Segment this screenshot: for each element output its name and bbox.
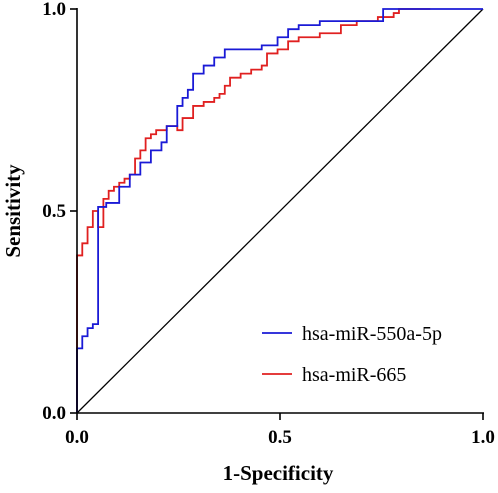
x-tick-label: 0.0 [65,427,89,448]
y-axis-title: Sensitivity [1,164,25,258]
x-tick-label: 1.0 [471,427,495,448]
legend-label: hsa-miR-550a-5p [302,323,442,345]
y-tick-label: 0.0 [42,403,66,424]
x-tick-label: 0.5 [268,427,292,448]
legend-label: hsa-miR-665 [302,364,406,386]
reference-diagonal-line [76,8,484,414]
x-axis-title: 1-Specificity [223,461,334,485]
plot-area [76,8,484,414]
series-line-hsa-mir-665 [76,8,431,413]
y-tick-label: 1.0 [42,0,66,20]
y-tick-label: 0.5 [42,201,66,222]
series-line-hsa-mir-550a-5p [76,8,483,413]
axes: 0.0 0.5 1.0 0.0 0.5 1.0 [42,0,495,448]
legend: hsa-miR-550a-5p hsa-miR-665 [262,323,442,386]
